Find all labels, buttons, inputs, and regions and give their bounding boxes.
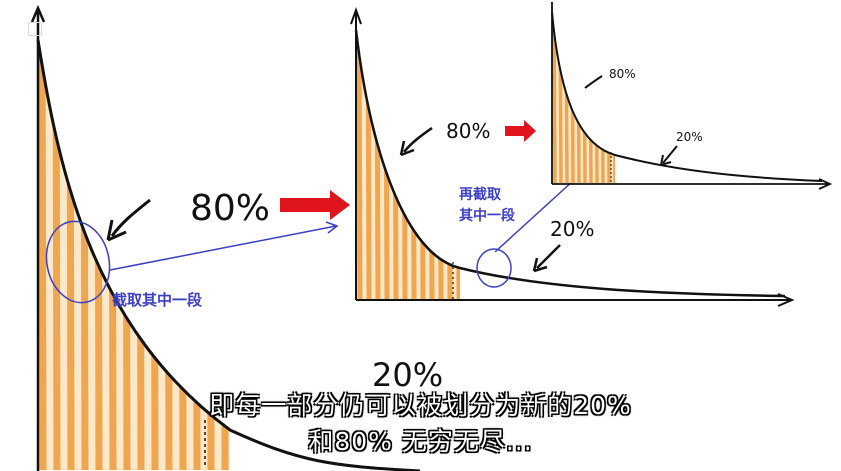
cut-label-2-line2: 其中一段	[459, 207, 515, 224]
stripe	[612, 12, 615, 183]
stripe	[455, 30, 460, 300]
main-chart-selection-ellipse	[45, 220, 111, 304]
mid-chart-curve	[354, 29, 786, 298]
pointer-arrow-icon	[106, 219, 127, 242]
mid-chart-selection-ellipse	[476, 248, 512, 288]
stripe	[419, 30, 426, 300]
stripe	[365, 30, 372, 300]
mid-20-label: 20%	[550, 217, 594, 241]
corner-mark-icon	[28, 22, 42, 36]
zoom-connector-1	[109, 225, 337, 271]
pointer-arrow-icon	[536, 244, 561, 269]
main-chart-y-arrowhead	[30, 4, 46, 23]
pointer-arrow-icon	[584, 75, 603, 89]
subtitle-line-2: 和80% 无穷无尽...	[308, 427, 533, 456]
zoom-connector-1-arrowhead	[325, 221, 339, 234]
small-chart-x-arrowhead	[818, 178, 833, 190]
stripe	[446, 30, 453, 300]
pointer-arrow-icon	[662, 145, 678, 164]
stripe	[383, 30, 390, 300]
stripe	[428, 30, 435, 300]
cut-label-1: 截取其中一段	[112, 291, 202, 309]
pointer-arrow-icon	[403, 126, 433, 153]
stripe	[588, 12, 593, 183]
mid-80-label: 80%	[446, 119, 490, 143]
small-80-label: 80%	[609, 67, 636, 81]
stripe	[410, 30, 417, 300]
stripe	[582, 12, 587, 183]
pointer-arrow-icon	[532, 257, 548, 273]
stripe	[600, 12, 605, 183]
stripe	[401, 30, 408, 300]
mid-chart-stripes	[356, 30, 460, 300]
stripe	[576, 12, 581, 183]
small-chart-stripes	[552, 12, 615, 183]
pointer-arrow-icon	[660, 154, 672, 166]
small-20-label: 20%	[676, 130, 703, 144]
right-arrow-icon	[280, 190, 350, 220]
pointer-arrow-icon	[110, 198, 151, 237]
pointer-arrow-icon	[399, 140, 415, 157]
right-arrow-icon	[505, 120, 536, 142]
stripe	[570, 12, 575, 183]
main-80-label: 80%	[190, 188, 270, 229]
stripe	[392, 30, 399, 300]
mid-chart-y-arrowhead	[350, 7, 362, 25]
stripe	[606, 12, 611, 183]
main-chart-curve	[36, 39, 421, 471]
subtitle-line-1: 即每一部分仍可以被划分为新的20%	[209, 391, 632, 420]
stripe	[594, 12, 599, 183]
mid-chart-x-arrowhead	[777, 293, 795, 307]
stripe	[374, 30, 381, 300]
main-20-label: 20%	[372, 356, 443, 394]
stripe	[38, 40, 47, 470]
stripe	[558, 12, 563, 183]
cut-label-2-line1: 再截取	[459, 186, 502, 203]
stripe	[356, 30, 363, 300]
small-chart-curve	[551, 11, 823, 182]
small-chart: 80% 20%	[551, 2, 833, 190]
